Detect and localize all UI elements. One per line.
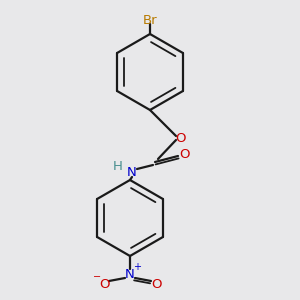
Text: H: H: [113, 160, 123, 172]
Text: O: O: [180, 148, 190, 161]
Text: +: +: [133, 262, 141, 272]
Text: O: O: [99, 278, 109, 290]
Text: N: N: [127, 166, 137, 178]
Text: Br: Br: [143, 14, 157, 26]
Text: O: O: [151, 278, 161, 290]
Text: N: N: [125, 268, 135, 281]
Text: O: O: [176, 131, 186, 145]
Text: −: −: [93, 272, 101, 282]
